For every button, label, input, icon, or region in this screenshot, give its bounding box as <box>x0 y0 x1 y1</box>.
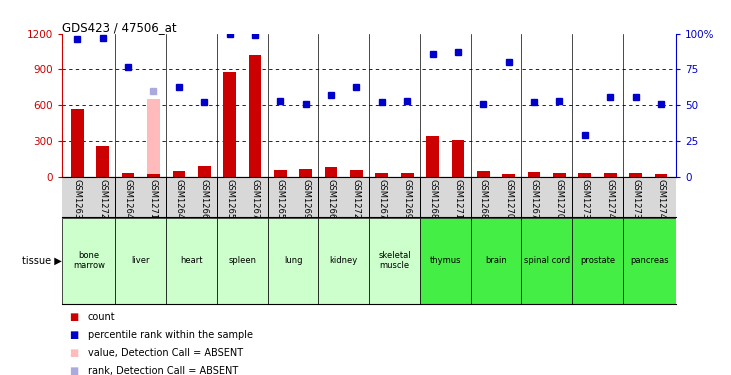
Bar <box>401 173 414 177</box>
Bar <box>325 166 338 177</box>
Bar <box>166 217 217 304</box>
Text: GSM12699: GSM12699 <box>301 179 310 224</box>
Text: GSM12739: GSM12739 <box>631 179 640 224</box>
Bar <box>96 146 109 177</box>
Text: count: count <box>88 312 115 322</box>
Bar <box>369 217 420 304</box>
Text: kidney: kidney <box>330 256 358 265</box>
Text: GSM12734: GSM12734 <box>580 179 589 224</box>
Bar <box>654 174 667 177</box>
Text: ■: ■ <box>69 348 79 358</box>
Text: GSM12724: GSM12724 <box>98 179 107 224</box>
Bar <box>319 217 369 304</box>
Bar <box>217 217 268 304</box>
Text: GSM12650: GSM12650 <box>225 179 234 224</box>
Bar <box>471 217 521 304</box>
Bar <box>71 109 84 177</box>
Text: GSM12749: GSM12749 <box>656 179 665 224</box>
Text: GSM12744: GSM12744 <box>606 179 615 224</box>
Bar <box>300 169 312 177</box>
Text: GSM12689: GSM12689 <box>479 179 488 224</box>
Text: spleen: spleen <box>228 256 257 265</box>
Text: lung: lung <box>284 256 303 265</box>
Bar <box>572 217 623 304</box>
Text: GSM12665: GSM12665 <box>200 179 209 224</box>
Text: GDS423 / 47506_at: GDS423 / 47506_at <box>62 21 177 34</box>
Text: thymus: thymus <box>430 256 461 265</box>
Text: GSM12640: GSM12640 <box>124 179 132 224</box>
Bar <box>502 174 515 177</box>
Text: GSM12719: GSM12719 <box>149 179 158 224</box>
Text: GSM12679: GSM12679 <box>529 179 539 224</box>
Text: GSM12684: GSM12684 <box>428 179 437 224</box>
Bar <box>553 173 566 177</box>
Bar <box>477 171 490 177</box>
Bar <box>115 217 166 304</box>
Text: heart: heart <box>181 256 202 265</box>
Bar <box>376 173 388 177</box>
Bar <box>426 136 439 177</box>
Text: GSM12655: GSM12655 <box>276 179 285 224</box>
Text: ■: ■ <box>69 312 79 322</box>
Text: ■: ■ <box>69 366 79 375</box>
Text: liver: liver <box>132 256 150 265</box>
Text: GSM12645: GSM12645 <box>175 179 183 224</box>
Bar <box>62 217 115 304</box>
Bar <box>629 173 642 177</box>
Text: GSM12635: GSM12635 <box>73 179 82 224</box>
Text: percentile rank within the sample: percentile rank within the sample <box>88 330 253 340</box>
Bar <box>122 173 135 177</box>
Bar <box>578 173 591 177</box>
Text: spinal cord: spinal cord <box>523 256 570 265</box>
Text: GSM12694: GSM12694 <box>403 179 412 224</box>
Bar <box>268 217 319 304</box>
Bar <box>147 99 160 177</box>
Bar <box>274 170 287 177</box>
Bar <box>623 217 676 304</box>
Text: GSM12714: GSM12714 <box>453 179 463 224</box>
Bar <box>147 174 160 177</box>
Text: GSM12729: GSM12729 <box>352 179 361 224</box>
Text: bone
marrow: bone marrow <box>73 251 105 270</box>
Text: GSM12675: GSM12675 <box>377 179 387 224</box>
Text: value, Detection Call = ABSENT: value, Detection Call = ABSENT <box>88 348 243 358</box>
Bar <box>249 55 261 177</box>
Bar <box>173 171 185 177</box>
Text: skeletal
muscle: skeletal muscle <box>378 251 411 270</box>
Text: rank, Detection Call = ABSENT: rank, Detection Call = ABSENT <box>88 366 238 375</box>
Text: ■: ■ <box>69 330 79 340</box>
Bar <box>350 170 363 177</box>
Text: GSM12704: GSM12704 <box>555 179 564 224</box>
Bar <box>198 166 211 177</box>
Text: GSM12660: GSM12660 <box>327 179 336 224</box>
Text: GSM12709: GSM12709 <box>504 179 513 224</box>
Bar <box>420 217 471 304</box>
Bar <box>452 140 464 177</box>
Bar <box>147 174 160 177</box>
Bar <box>528 172 540 177</box>
Bar <box>604 173 616 177</box>
Text: GSM12670: GSM12670 <box>251 179 260 224</box>
Text: brain: brain <box>485 256 507 265</box>
Text: pancreas: pancreas <box>630 256 669 265</box>
Bar <box>521 217 572 304</box>
Text: tissue ▶: tissue ▶ <box>22 256 61 266</box>
Bar <box>223 72 236 177</box>
Text: prostate: prostate <box>580 256 615 265</box>
